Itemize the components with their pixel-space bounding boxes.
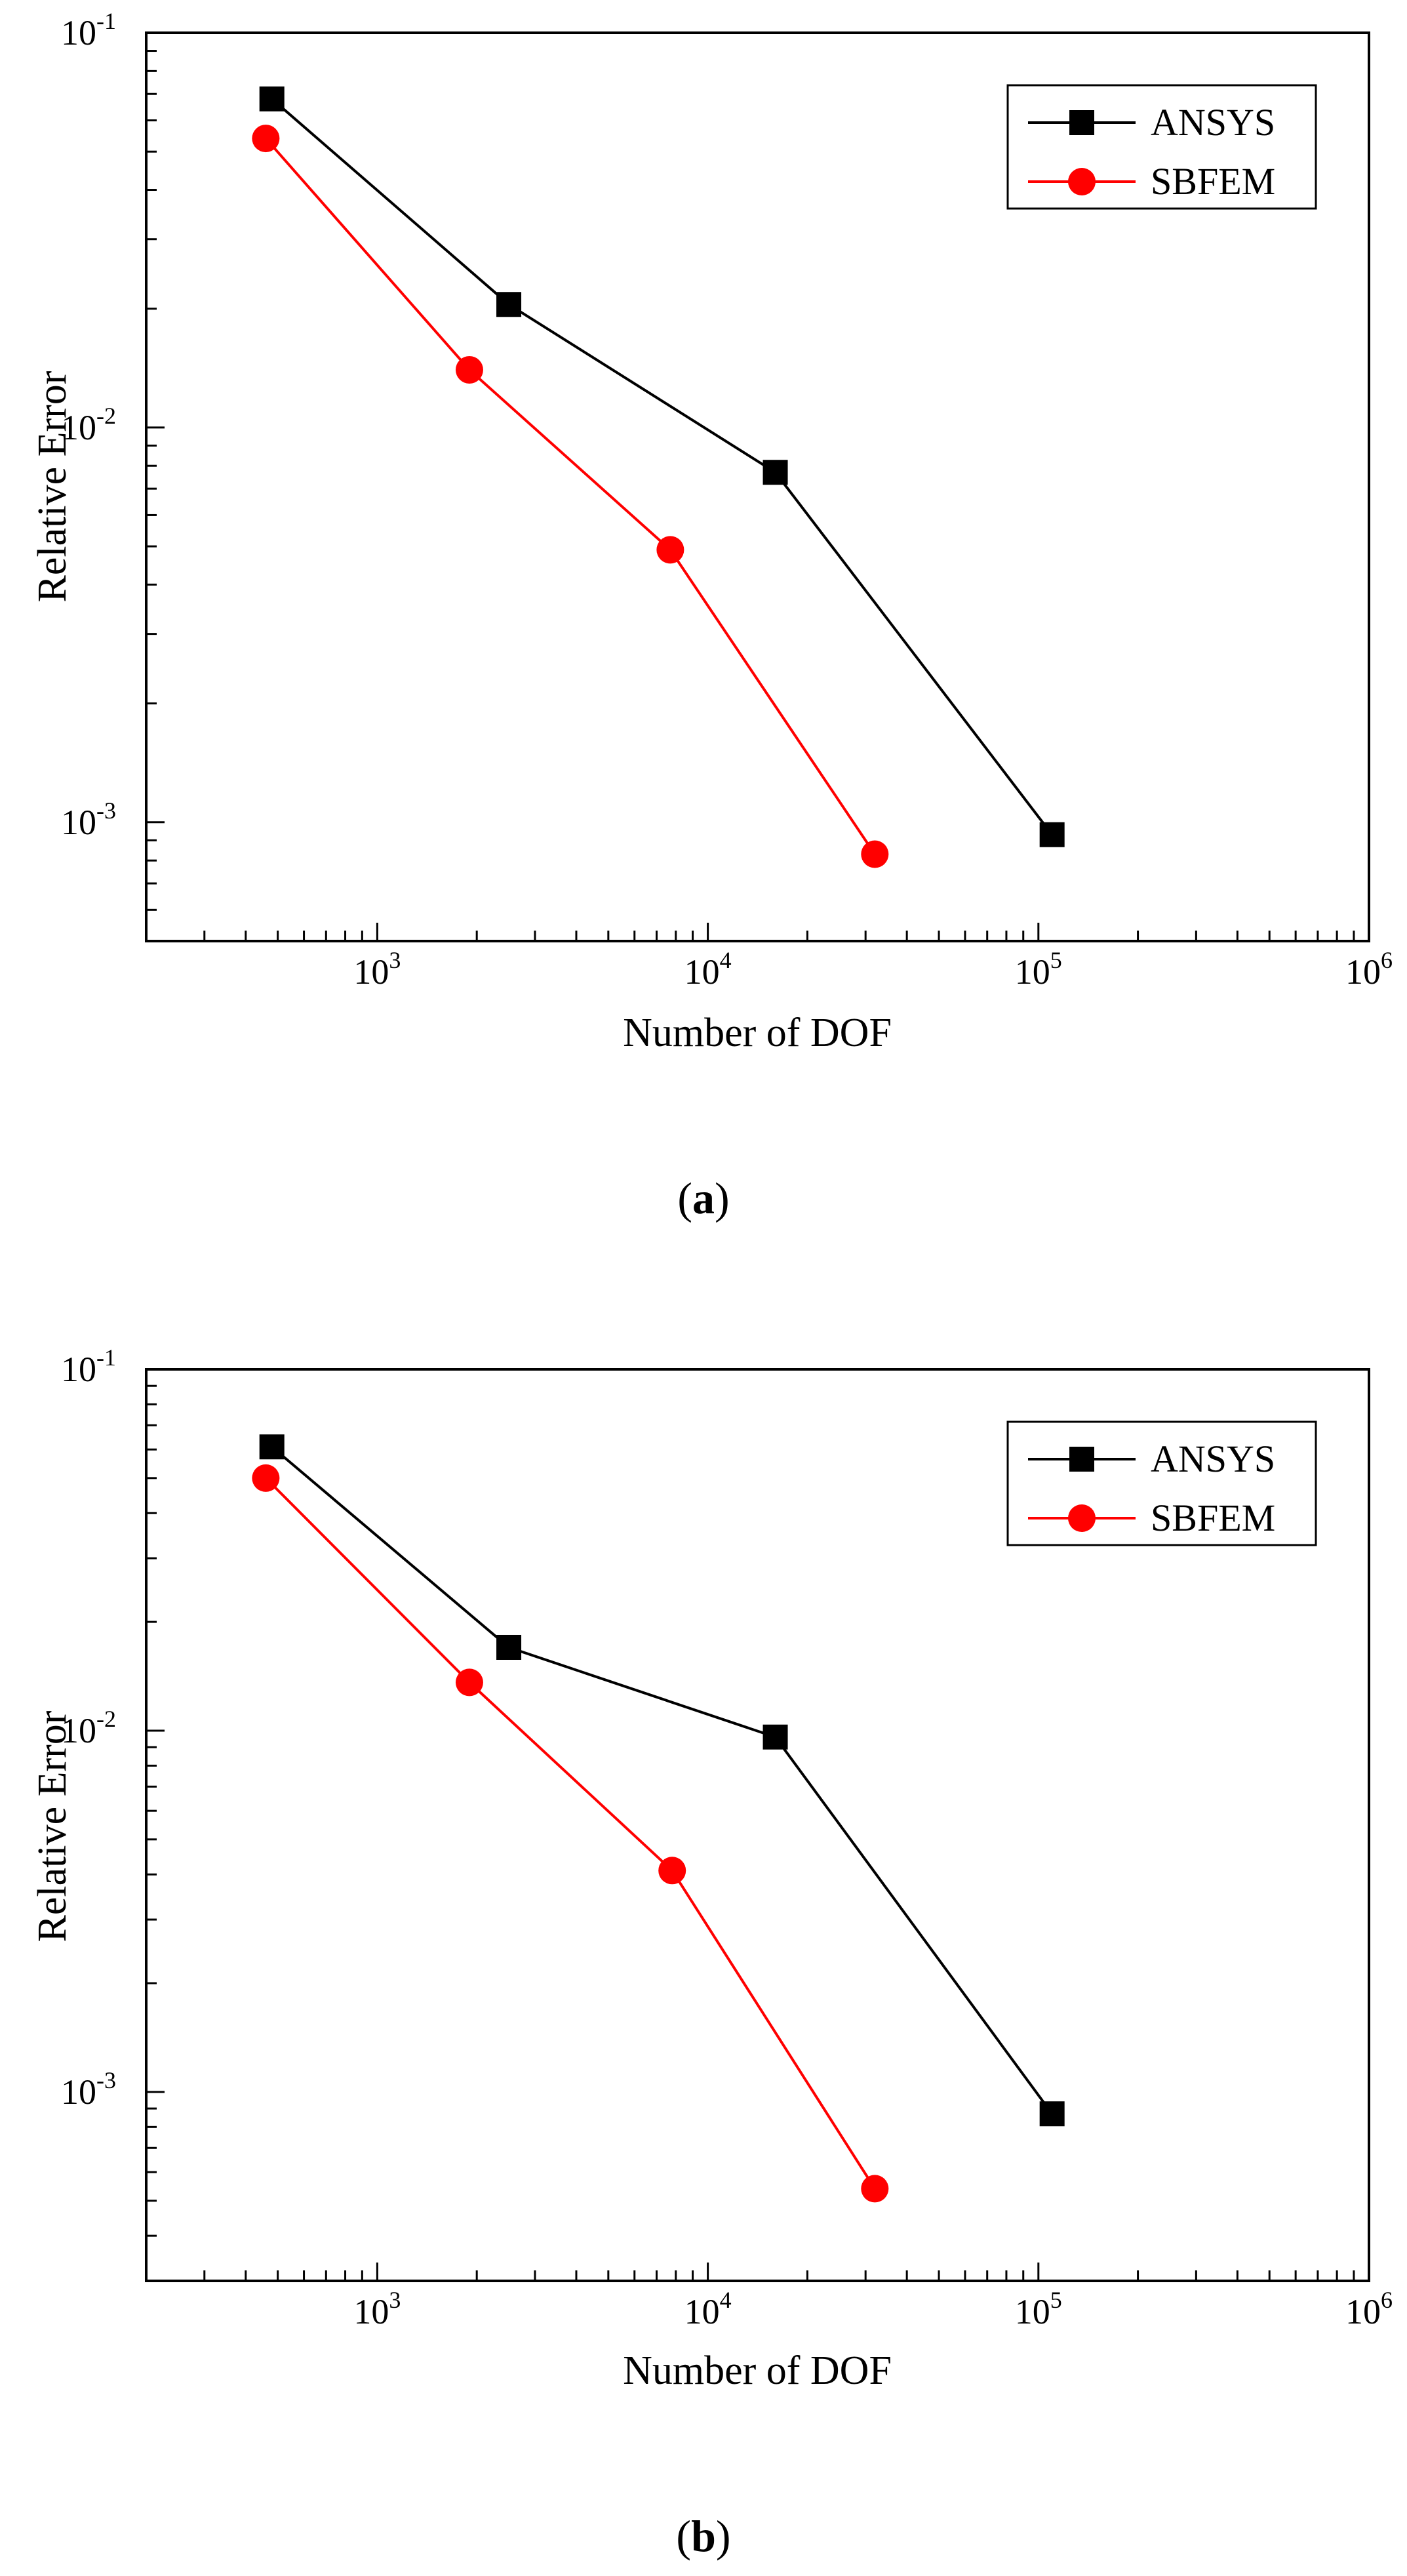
- ansys-point: [763, 1724, 788, 1750]
- sbfem-point: [455, 1668, 483, 1697]
- x-tick-label: 104: [684, 2287, 732, 2331]
- panel-caption: (b): [676, 2511, 730, 2561]
- chart-panel-a: 103 104 105 106 10-3 10-2 10-1 ANSYS SBFEM Num…: [30, 8, 1393, 1223]
- legend-box: [1006, 84, 1317, 210]
- sbfem-point: [656, 536, 684, 564]
- y-tick-label: 10-1: [61, 8, 116, 52]
- legend-ansys-label: ANSYS: [1151, 1438, 1275, 1480]
- legend-ansys-label: ANSYS: [1151, 101, 1275, 144]
- legend-sbfem-label: SBFEM: [1151, 1497, 1275, 1539]
- y-tick-label: 10-2: [61, 1706, 116, 1750]
- sbfem-point: [252, 125, 280, 153]
- ansys-series-line: [271, 98, 1054, 835]
- sbfem-series-line: [264, 1477, 876, 2190]
- panel-caption: (a): [677, 1173, 729, 1223]
- ansys-point: [496, 292, 522, 317]
- y-tick-label: 10-2: [61, 403, 116, 447]
- legend: ANSYS SBFEM: [1006, 1420, 1317, 1546]
- ansys-point: [763, 460, 788, 485]
- y-axis-label: Relative Error: [30, 371, 75, 602]
- legend-ansys-marker: [1069, 1447, 1094, 1472]
- y-tick-label: 10-1: [61, 1344, 116, 1389]
- x-axis-label: Number of DOF: [623, 1011, 892, 1055]
- y-axis-label: Relative Error: [30, 1710, 75, 1942]
- panel-caption-label: a: [692, 1173, 715, 1223]
- ansys-point: [259, 1434, 285, 1460]
- ansys-series-line: [271, 1445, 1054, 2115]
- legend: ANSYS SBFEM: [1006, 84, 1317, 210]
- panel-caption-label: b: [691, 2511, 716, 2561]
- x-tick-label: 105: [1015, 2287, 1062, 2331]
- ansys-point: [1039, 822, 1065, 847]
- sbfem-point: [252, 1464, 280, 1492]
- sbfem-point: [658, 1857, 686, 1885]
- x-tick-label: 104: [684, 947, 732, 992]
- sbfem-series-line: [264, 137, 876, 855]
- sbfem-point: [861, 840, 889, 868]
- ansys-point: [1039, 2101, 1065, 2127]
- chart-panel-b: 103 104 105 106 10-3 10-2 10-1 ANSYS SBFEM Num…: [30, 1344, 1393, 2561]
- sbfem-point: [455, 355, 483, 384]
- x-tick-label: 103: [353, 947, 401, 992]
- x-tick-label: 103: [353, 2287, 401, 2331]
- y-tick-label: 10-3: [61, 2067, 116, 2112]
- x-axis-label: Number of DOF: [623, 2348, 892, 2393]
- plot-frame: [145, 31, 1370, 942]
- x-tick-label: 106: [1345, 947, 1393, 992]
- ansys-point: [259, 86, 285, 111]
- legend-sbfem-marker: [1068, 168, 1096, 195]
- legend-sbfem-label: SBFEM: [1151, 160, 1275, 203]
- sbfem-point: [861, 2175, 889, 2203]
- x-tick-label: 105: [1015, 947, 1062, 992]
- legend-ansys-marker: [1069, 110, 1094, 135]
- y-tick-label: 10-3: [61, 797, 116, 842]
- ansys-point: [496, 1634, 522, 1660]
- plot-frame: [145, 1368, 1370, 2282]
- x-tick-label: 106: [1345, 2287, 1393, 2331]
- legend-box: [1006, 1420, 1317, 1546]
- legend-sbfem-marker: [1068, 1504, 1096, 1532]
